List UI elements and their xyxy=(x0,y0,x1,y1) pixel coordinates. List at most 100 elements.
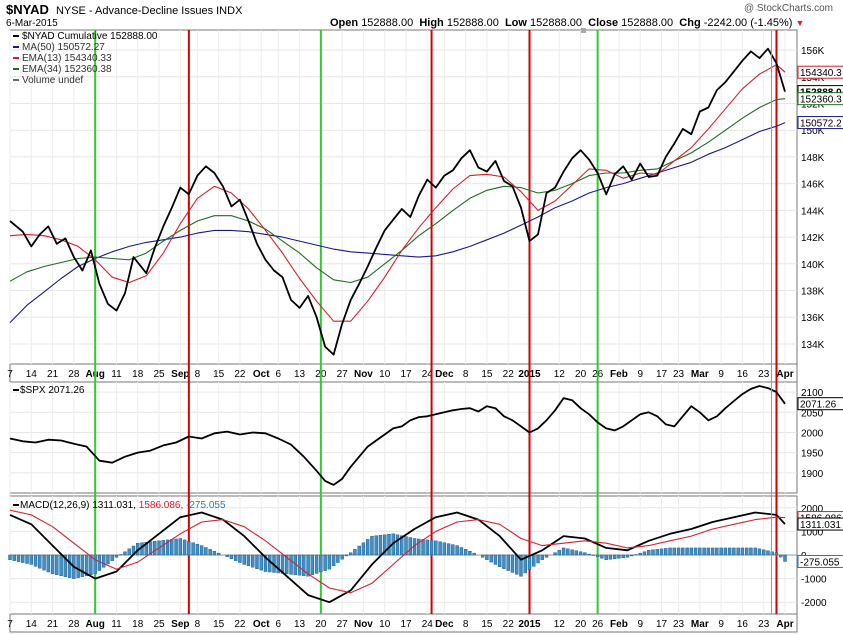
macd-histogram-bar xyxy=(106,554,110,565)
macd-histogram-bar xyxy=(706,547,711,556)
x-tick-label: 15 xyxy=(481,619,493,630)
x-tick-label: 9 xyxy=(637,619,643,630)
macd-histogram-bar xyxy=(600,554,604,559)
y-tick-label-price: 146K xyxy=(801,180,825,191)
spx-title: $SPX 2071.26 xyxy=(20,385,85,396)
series-line--spx xyxy=(9,385,786,486)
macd-legend-part: MACD(12,26,9) xyxy=(20,500,89,511)
macd-histogram-bar xyxy=(395,534,400,556)
macd-histogram-bar xyxy=(510,554,515,573)
macd-histogram-bar xyxy=(370,535,374,556)
x-tick-label: Feb xyxy=(610,619,628,630)
macd-histogram-bar xyxy=(76,554,80,578)
macd-histogram-bar xyxy=(238,554,242,563)
value-tag-box xyxy=(797,116,843,130)
macd-histogram-bar xyxy=(38,554,42,569)
y-tick-label-price: 148K xyxy=(801,153,825,164)
y-tick-label-price: 134K xyxy=(801,340,825,351)
x-tick-label: Mar xyxy=(691,619,709,630)
macd-histogram-bar xyxy=(33,554,38,567)
x-tick-label: 6 xyxy=(275,369,281,380)
macd-histogram-bar xyxy=(578,551,583,556)
close-label: Close xyxy=(588,17,619,29)
x-tick-label: 7 xyxy=(7,369,13,380)
x-tick-label: 24 xyxy=(422,619,434,630)
x-tick-label: Sep xyxy=(171,369,189,380)
y-tick-label-macd: 2000 xyxy=(801,504,824,515)
x-tick-label: Nov xyxy=(354,619,373,630)
macd-histogram-bar xyxy=(191,542,195,556)
chart-date: 6-Mar-2015 xyxy=(6,18,58,29)
macd-histogram-bar xyxy=(693,547,698,556)
macd-histogram-bar xyxy=(340,554,344,560)
macd-histogram-bar xyxy=(540,554,544,560)
macd-histogram-bar xyxy=(459,547,464,556)
macd-histogram-bar xyxy=(255,554,259,569)
macd-histogram-bar xyxy=(178,538,183,556)
open-value: 152888.00 xyxy=(361,17,414,29)
macd-histogram-bar xyxy=(480,554,485,558)
close-value: 152888.00 xyxy=(621,17,674,29)
macd-histogram-bar xyxy=(770,551,774,556)
legend-label: $NYAD Cumulative 152888.00 xyxy=(22,31,158,42)
macd-histogram-bar xyxy=(114,554,119,558)
x-tick-label: 26 xyxy=(592,619,604,630)
macd-histogram-bar xyxy=(331,554,336,567)
macd-histogram-bar xyxy=(314,554,319,574)
low-label: Low xyxy=(504,17,527,29)
x-tick-label: 22 xyxy=(503,369,515,380)
macd-legend-part: 1586.086, xyxy=(136,500,183,511)
macd-histogram-bar xyxy=(583,552,587,556)
value-tag-box xyxy=(797,397,843,411)
x-tick-label: 15 xyxy=(213,369,225,380)
x-tick-label: Apr xyxy=(776,619,793,630)
macd-histogram-bar xyxy=(493,554,498,565)
x-tick-label: 9 xyxy=(637,369,643,380)
x-tick-label: 21 xyxy=(47,369,59,380)
macd-histogram-bar xyxy=(625,554,630,558)
x-tick-label: 15 xyxy=(213,619,225,630)
macd-histogram-bar xyxy=(80,554,85,577)
macd-histogram-bar xyxy=(753,547,757,556)
low-value: 152888.00 xyxy=(530,17,583,29)
macd-histogram-bar xyxy=(766,550,770,556)
y-tick-label-spx: 2000 xyxy=(801,428,824,439)
y-tick-label-spx: 1950 xyxy=(801,449,824,460)
x-tick-label: 17 xyxy=(656,369,668,380)
macd-histogram-bar xyxy=(676,547,681,556)
macd-histogram-bar xyxy=(647,550,651,556)
y-tick-label-price: 156K xyxy=(801,46,825,57)
value-tag-box xyxy=(797,92,843,106)
y-tick-label-price: 136K xyxy=(801,313,825,324)
macd-histogram-bar xyxy=(259,554,263,571)
macd-histogram-bar xyxy=(604,554,608,560)
macd-histogram-bar xyxy=(502,554,506,569)
macd-histogram-bar xyxy=(595,554,600,558)
macd-histogram-bar xyxy=(723,547,728,556)
macd-histogram-bar xyxy=(161,540,165,556)
x-tick-label: 17 xyxy=(656,619,668,630)
x-tick-label: 8 xyxy=(463,369,469,380)
x-tick-label: Mar xyxy=(691,369,709,380)
green-marker-handle xyxy=(581,28,586,33)
x-tick-label: 23 xyxy=(758,369,770,380)
macd-histogram-bar xyxy=(195,543,200,556)
symbol-label: $NYAD xyxy=(6,2,49,17)
macd-histogram-bar xyxy=(216,552,221,556)
macd-histogram-bar xyxy=(101,554,106,568)
macd-histogram-bar xyxy=(306,554,310,577)
y-tick-label-price: 142K xyxy=(801,233,825,244)
macd-histogram-bar xyxy=(67,554,72,578)
x-tick-label: 14 xyxy=(26,369,38,380)
x-tick-label: 17 xyxy=(400,369,412,380)
y-tick-label-price: 150K xyxy=(801,126,825,137)
macd-histogram-bar xyxy=(715,547,719,556)
macd-histogram-bar xyxy=(689,547,694,556)
macd-histogram-bar xyxy=(779,554,783,558)
macd-histogram-bar xyxy=(84,554,89,576)
macd-histogram-bar xyxy=(404,536,408,556)
macd-histogram-bar xyxy=(681,547,685,556)
x-tick-label: 10 xyxy=(379,619,391,630)
macd-histogram-bar xyxy=(497,554,502,568)
